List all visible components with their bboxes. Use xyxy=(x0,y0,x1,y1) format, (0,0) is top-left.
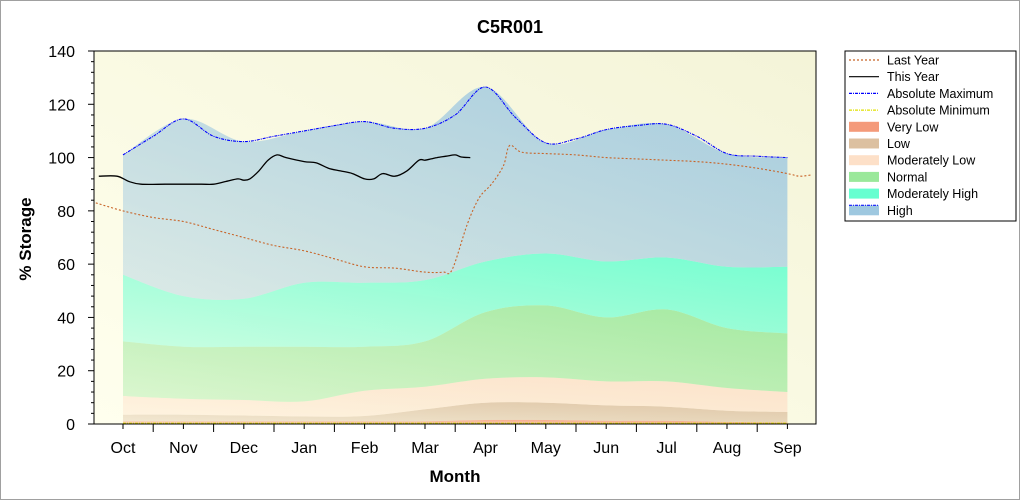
legend-swatch-very-low xyxy=(849,121,879,132)
legend-label-last-year: Last Year xyxy=(887,54,939,68)
y-tick-label: 40 xyxy=(57,310,75,327)
y-tick-label: 120 xyxy=(48,97,75,114)
y-tick-label: 100 xyxy=(48,151,75,168)
series-layer xyxy=(95,86,812,424)
band-moderately-high xyxy=(123,253,788,348)
axes-layer: 0 20 40 60 80 100 120 140 Oct Nov Dec Jan Feb Mar Apr M… xyxy=(48,44,817,457)
legend-label-high: High xyxy=(887,204,913,218)
x-tick-label: Mar xyxy=(411,440,439,457)
legend-swatch-normal xyxy=(849,171,879,182)
legend-swatch-high xyxy=(849,205,879,216)
y-tick-label: 80 xyxy=(57,204,75,221)
x-tick-label: Apr xyxy=(473,440,499,457)
bands-layer xyxy=(123,86,788,424)
band-low xyxy=(123,402,788,423)
y-tick-label: 60 xyxy=(57,257,75,274)
legend-label-absolute-minimum: Absolute Minimum xyxy=(887,104,990,118)
chart-title: C5R001 xyxy=(477,17,543,37)
x-tick-label: Jan xyxy=(291,440,317,457)
legend-swatch-moderately-high xyxy=(849,188,879,199)
legend-label-normal: Normal xyxy=(887,170,927,184)
legend-label-absolute-maximum: Absolute Maximum xyxy=(887,87,993,101)
x-tick-label: May xyxy=(531,440,561,457)
y-tick-label: 20 xyxy=(57,364,75,381)
y-tick-label: 140 xyxy=(48,44,75,61)
x-axis-title: Month xyxy=(430,467,481,486)
legend-swatch-moderately-low xyxy=(849,155,879,166)
x-tick-label: Feb xyxy=(351,440,379,457)
legend-label-moderately-high: Moderately High xyxy=(887,187,978,201)
x-tick-label: Aug xyxy=(713,440,741,457)
x-tick-label: Oct xyxy=(111,440,136,457)
x-tick-label: Dec xyxy=(230,440,258,457)
y-tick-label: 0 xyxy=(66,417,75,434)
legend-label-this-year: This Year xyxy=(887,70,939,84)
series-last-year xyxy=(95,144,812,275)
x-tick-label: Sep xyxy=(773,440,802,457)
legend-label-moderately-low: Moderately Low xyxy=(887,154,976,168)
series-absolute-maximum xyxy=(122,86,788,159)
legend-label-very-low: Very Low xyxy=(887,120,939,134)
x-tick-label: Nov xyxy=(169,440,197,457)
band-high xyxy=(123,86,788,300)
y-axis-title: % Storage xyxy=(16,197,35,280)
legend-swatch-low xyxy=(849,138,879,149)
series-this-year xyxy=(98,154,471,186)
legend: Last Year This Year Absolute Maximum Absolu… xyxy=(844,50,1017,222)
x-tick-label: Jul xyxy=(656,440,676,457)
band-normal xyxy=(123,305,788,402)
band-moderately-low xyxy=(123,377,788,417)
legend-label-low: Low xyxy=(887,137,911,151)
x-tick-label: Jun xyxy=(593,440,619,457)
